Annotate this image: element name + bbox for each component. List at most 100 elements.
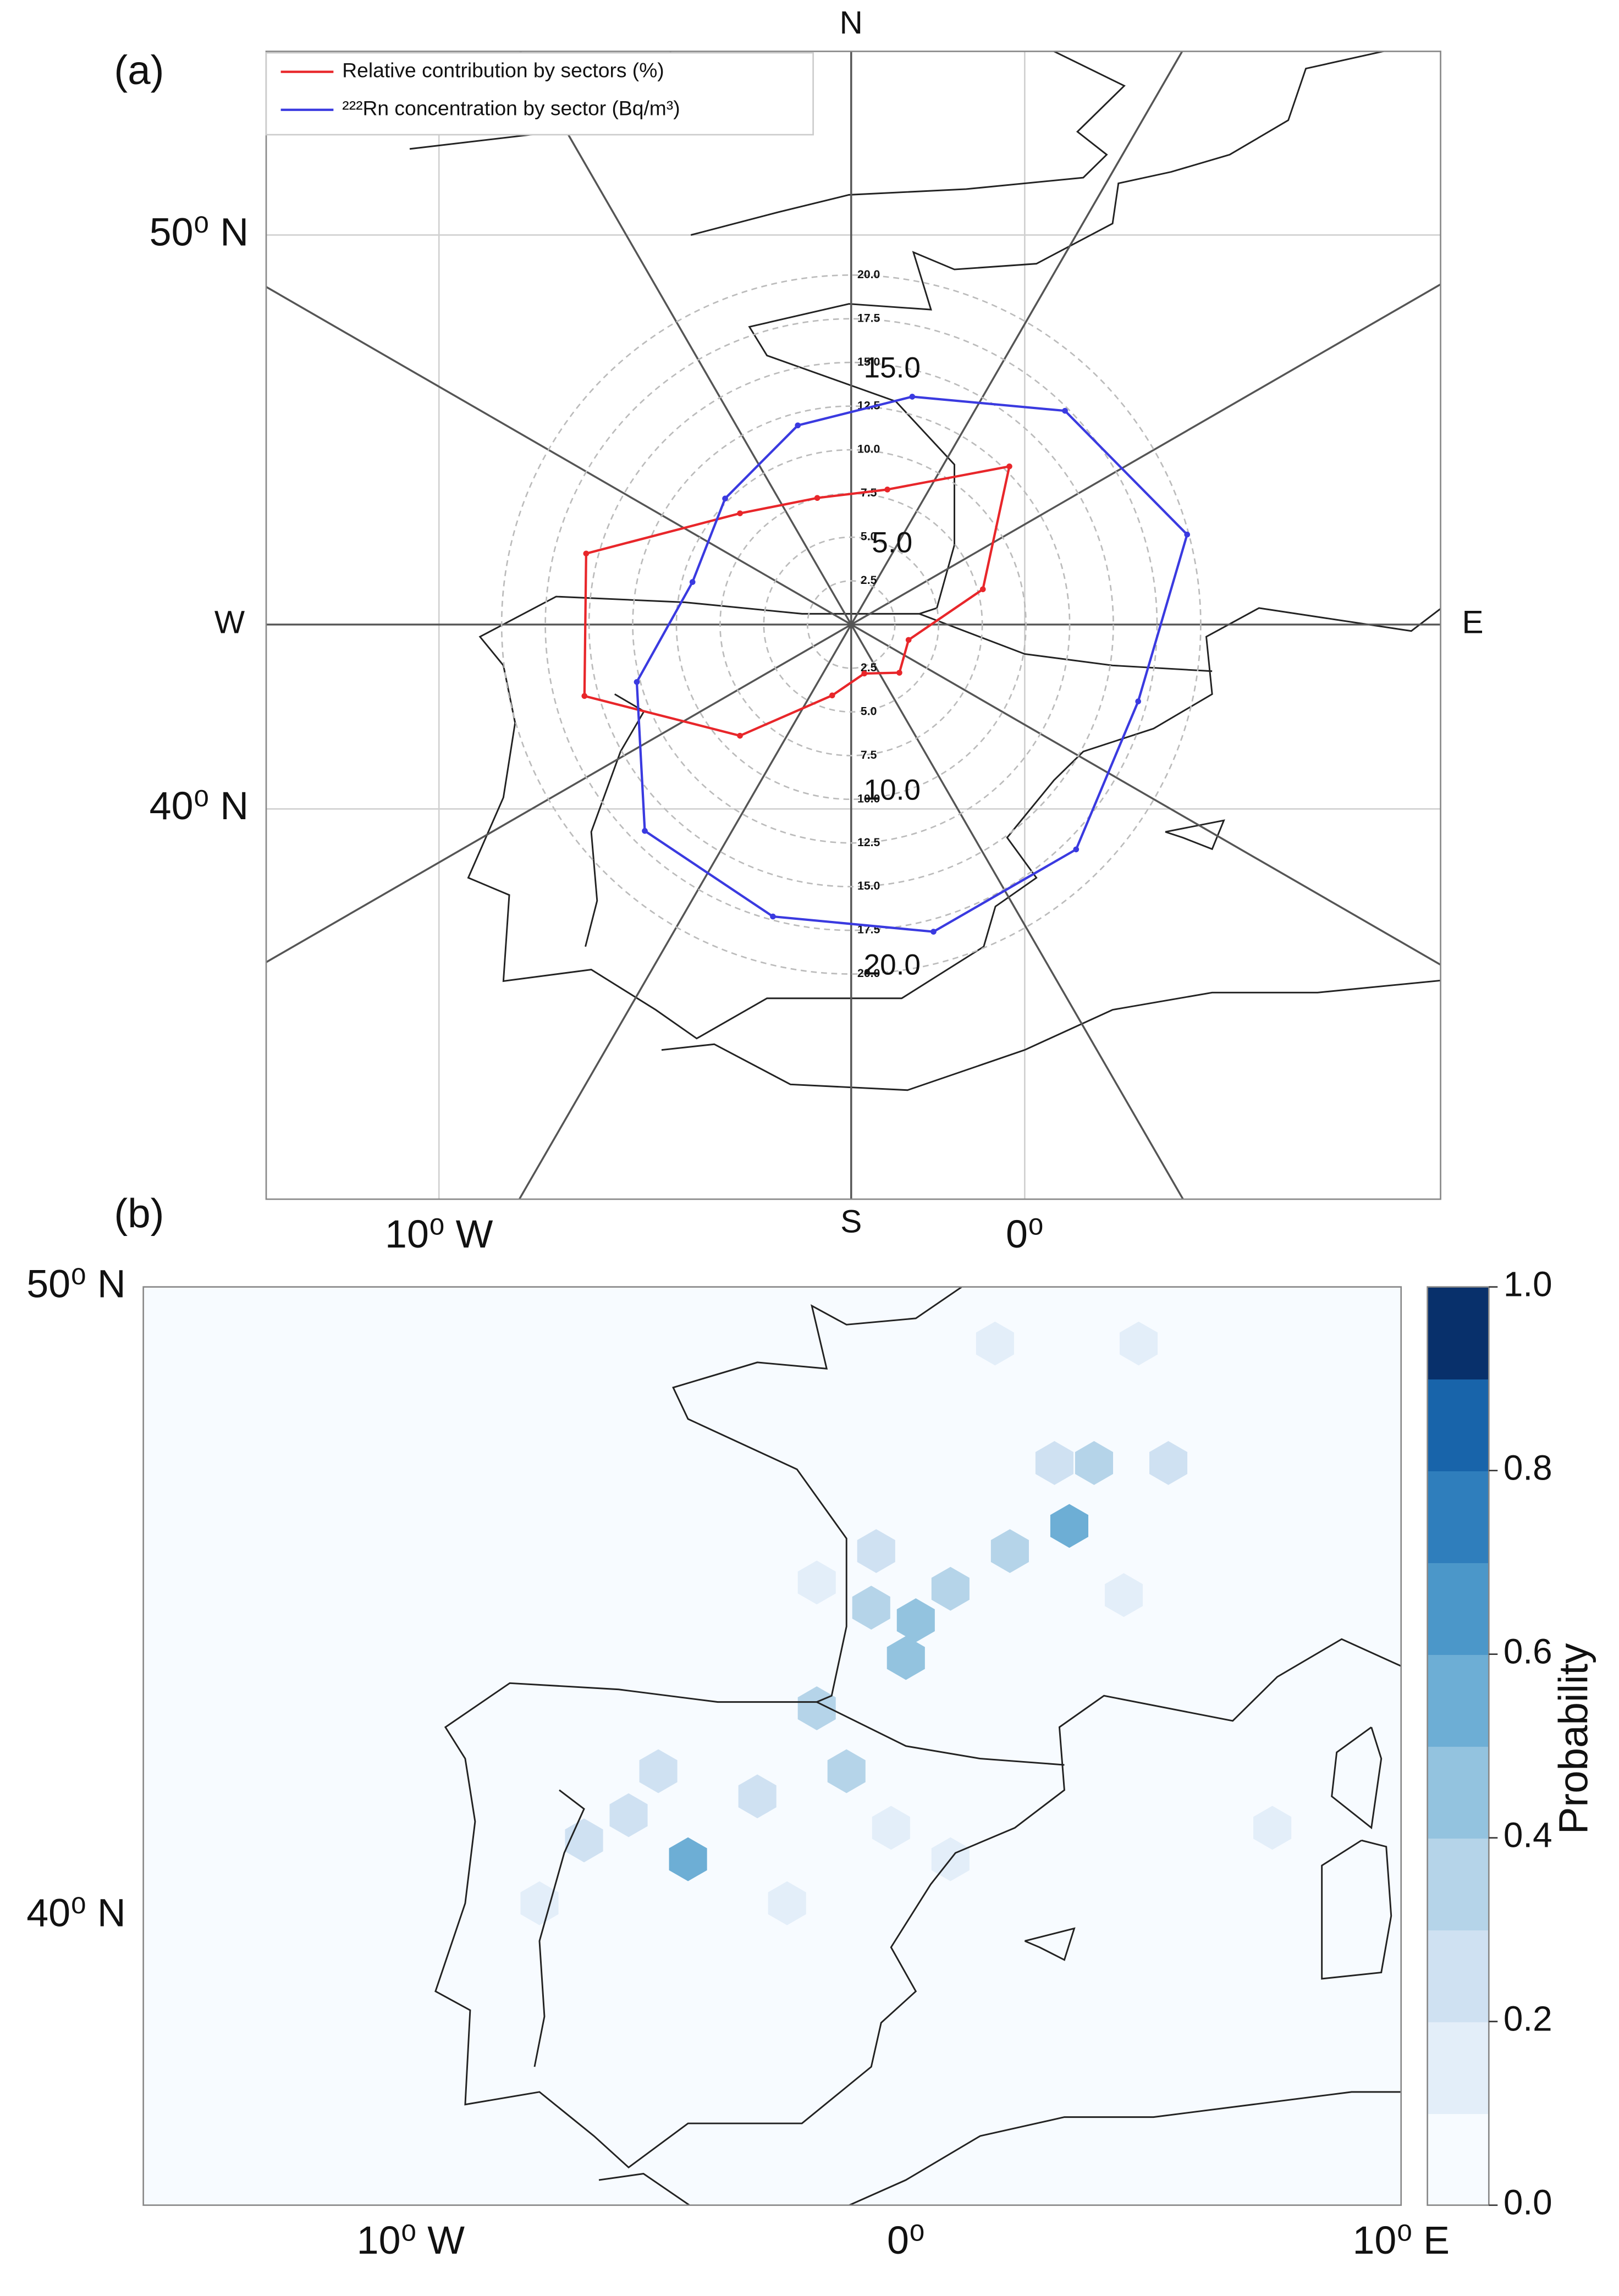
coastline [598, 2091, 1401, 2205]
panel-label: (b) [114, 1191, 164, 1237]
hex-cell [852, 1586, 890, 1630]
series-point [884, 487, 890, 493]
hex-cell [738, 1774, 777, 1819]
colorbar-tick-label: 1.0 [1504, 1265, 1552, 1304]
colorbar-band [1427, 1746, 1489, 1839]
hex-cell [976, 1321, 1014, 1366]
series-point [795, 422, 801, 429]
series-point [1135, 698, 1141, 705]
sector-line [519, 51, 1185, 1200]
coastline [1517, 740, 1599, 866]
series-point [1184, 531, 1190, 538]
hex-cell [669, 1837, 707, 1881]
series-point [1073, 846, 1080, 853]
frame [265, 51, 1441, 1200]
x-tick-label: 0⁰ [1006, 1212, 1044, 1256]
r-tick-label: 7.5 [861, 748, 877, 761]
sector-line [266, 283, 1441, 964]
legend-label: ²²²Rn concentration by sector (Bq/m³) [342, 97, 680, 120]
panel-label: (a) [114, 47, 164, 93]
hex-cell [931, 1566, 970, 1611]
hex-cell [768, 1881, 806, 1925]
coastline [1321, 1839, 1392, 1980]
coastline [690, 51, 1126, 236]
colorbar-band [1427, 1470, 1489, 1564]
map-area [266, 51, 1599, 1200]
hex-cell [886, 1636, 925, 1680]
y-tick-label: 40⁰ N [150, 784, 249, 828]
r-tick-label: 10.0 [857, 792, 880, 805]
radial-grid [500, 274, 1202, 975]
hex-cell [827, 1749, 866, 1793]
series-point [930, 929, 937, 935]
hex-cell [872, 1806, 910, 1850]
map-area [143, 1004, 1401, 2205]
hex-cell [520, 1881, 559, 1925]
colorbar-band [1427, 2113, 1489, 2206]
coastline [661, 979, 1441, 1091]
hex-cell [797, 1560, 836, 1605]
r-tick-label: 12.5 [857, 836, 880, 849]
hex-cell [1075, 1441, 1114, 1485]
hex-cell [1149, 1441, 1188, 1485]
r-label: 10.0 [864, 774, 921, 806]
coastline [386, 1004, 609, 1193]
series-point [689, 579, 696, 585]
series-point [905, 637, 912, 643]
frame [142, 1286, 1402, 2206]
colorbar-tick-label: 0.6 [1504, 1632, 1552, 1671]
hex-cell [990, 1529, 1029, 1573]
series-point [581, 693, 588, 699]
coastline [434, 1287, 1401, 2169]
hex-cell [609, 1793, 648, 1837]
r-tick-label: 17.5 [857, 311, 880, 324]
colorbar-band [1427, 2021, 1489, 2115]
hex-cell [857, 1529, 895, 1573]
r-tick-label: 20.0 [857, 268, 880, 281]
direction-label: E [1462, 604, 1484, 640]
colorbar-frame [1427, 1286, 1490, 2206]
y-tick-label: 50⁰ N [150, 210, 249, 254]
hex-cell [1224, 2013, 1262, 2057]
r-tick-label: 2.5 [861, 573, 877, 587]
colorbar-band [1427, 1378, 1489, 1472]
radial-grid [632, 405, 1071, 844]
series-point [909, 394, 916, 400]
direction-label: N [840, 5, 863, 41]
coastline [1528, 637, 1587, 728]
coastline [1165, 819, 1225, 851]
series-point [634, 679, 640, 685]
r-label: 20.0 [864, 948, 921, 981]
x-tick-label: 10⁰ W [357, 2218, 465, 2262]
coastline [919, 613, 1213, 672]
hex-cell [1050, 1504, 1088, 1548]
hex-cell [896, 1598, 935, 1642]
colorbar-tick-label: 0.8 [1504, 1448, 1552, 1488]
series-point [737, 732, 743, 739]
x-tick-label: 0⁰ [887, 2218, 925, 2262]
hex-cell [1119, 1321, 1158, 1366]
r-tick-label: 10.0 [857, 443, 880, 456]
r-tick-label: 20.0 [857, 967, 880, 980]
r-tick-label: 5.0 [861, 530, 877, 543]
coastline [624, 1287, 626, 1288]
r-label: 15.0 [864, 352, 921, 384]
legend: Relative contribution by sectors (%) ²²²R… [265, 52, 814, 136]
colorbar-band [1427, 1837, 1489, 1931]
r-label: 5.0 [872, 526, 912, 559]
coastline [467, 51, 1441, 1040]
colorbar-tick-label: 0.0 [1504, 2183, 1552, 2222]
series-point [896, 670, 902, 676]
series-point [814, 495, 820, 501]
colorbar-band [1427, 1562, 1489, 1655]
hex-cell [639, 1749, 678, 1793]
colorbar-band [1427, 1929, 1489, 2023]
colorbar-label: Probability [1551, 1643, 1596, 1834]
colorbar-band [1427, 1654, 1489, 1747]
x-tick-label: 10⁰ W [385, 1212, 493, 1256]
colorbar-tick-label: 0.4 [1504, 1815, 1552, 1855]
map-background [143, 1287, 1401, 2205]
legend-box [265, 52, 814, 136]
r-tick-label: 15.0 [857, 879, 880, 892]
radial-grid [807, 580, 896, 669]
